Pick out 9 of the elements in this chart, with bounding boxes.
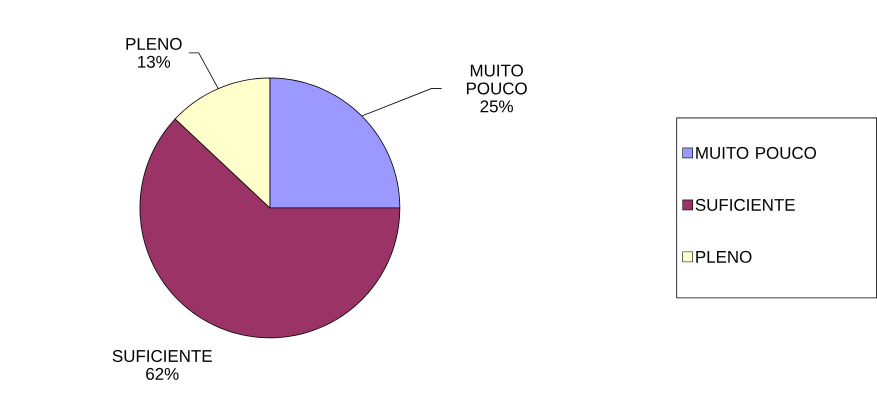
legend-label: SUFICIENTE: [696, 199, 795, 211]
slice-label: PLENO: [126, 38, 182, 50]
data-label: 25%: [480, 100, 513, 112]
slice-label: SUFICIENTE: [112, 350, 212, 362]
legend-label: PLENO: [696, 250, 752, 263]
legend-label: MUITO POUCO: [696, 147, 816, 160]
slice-label: MUITO POUCO: [466, 64, 527, 95]
data-label: 13%: [138, 56, 170, 68]
data-label: 62%: [146, 368, 179, 380]
